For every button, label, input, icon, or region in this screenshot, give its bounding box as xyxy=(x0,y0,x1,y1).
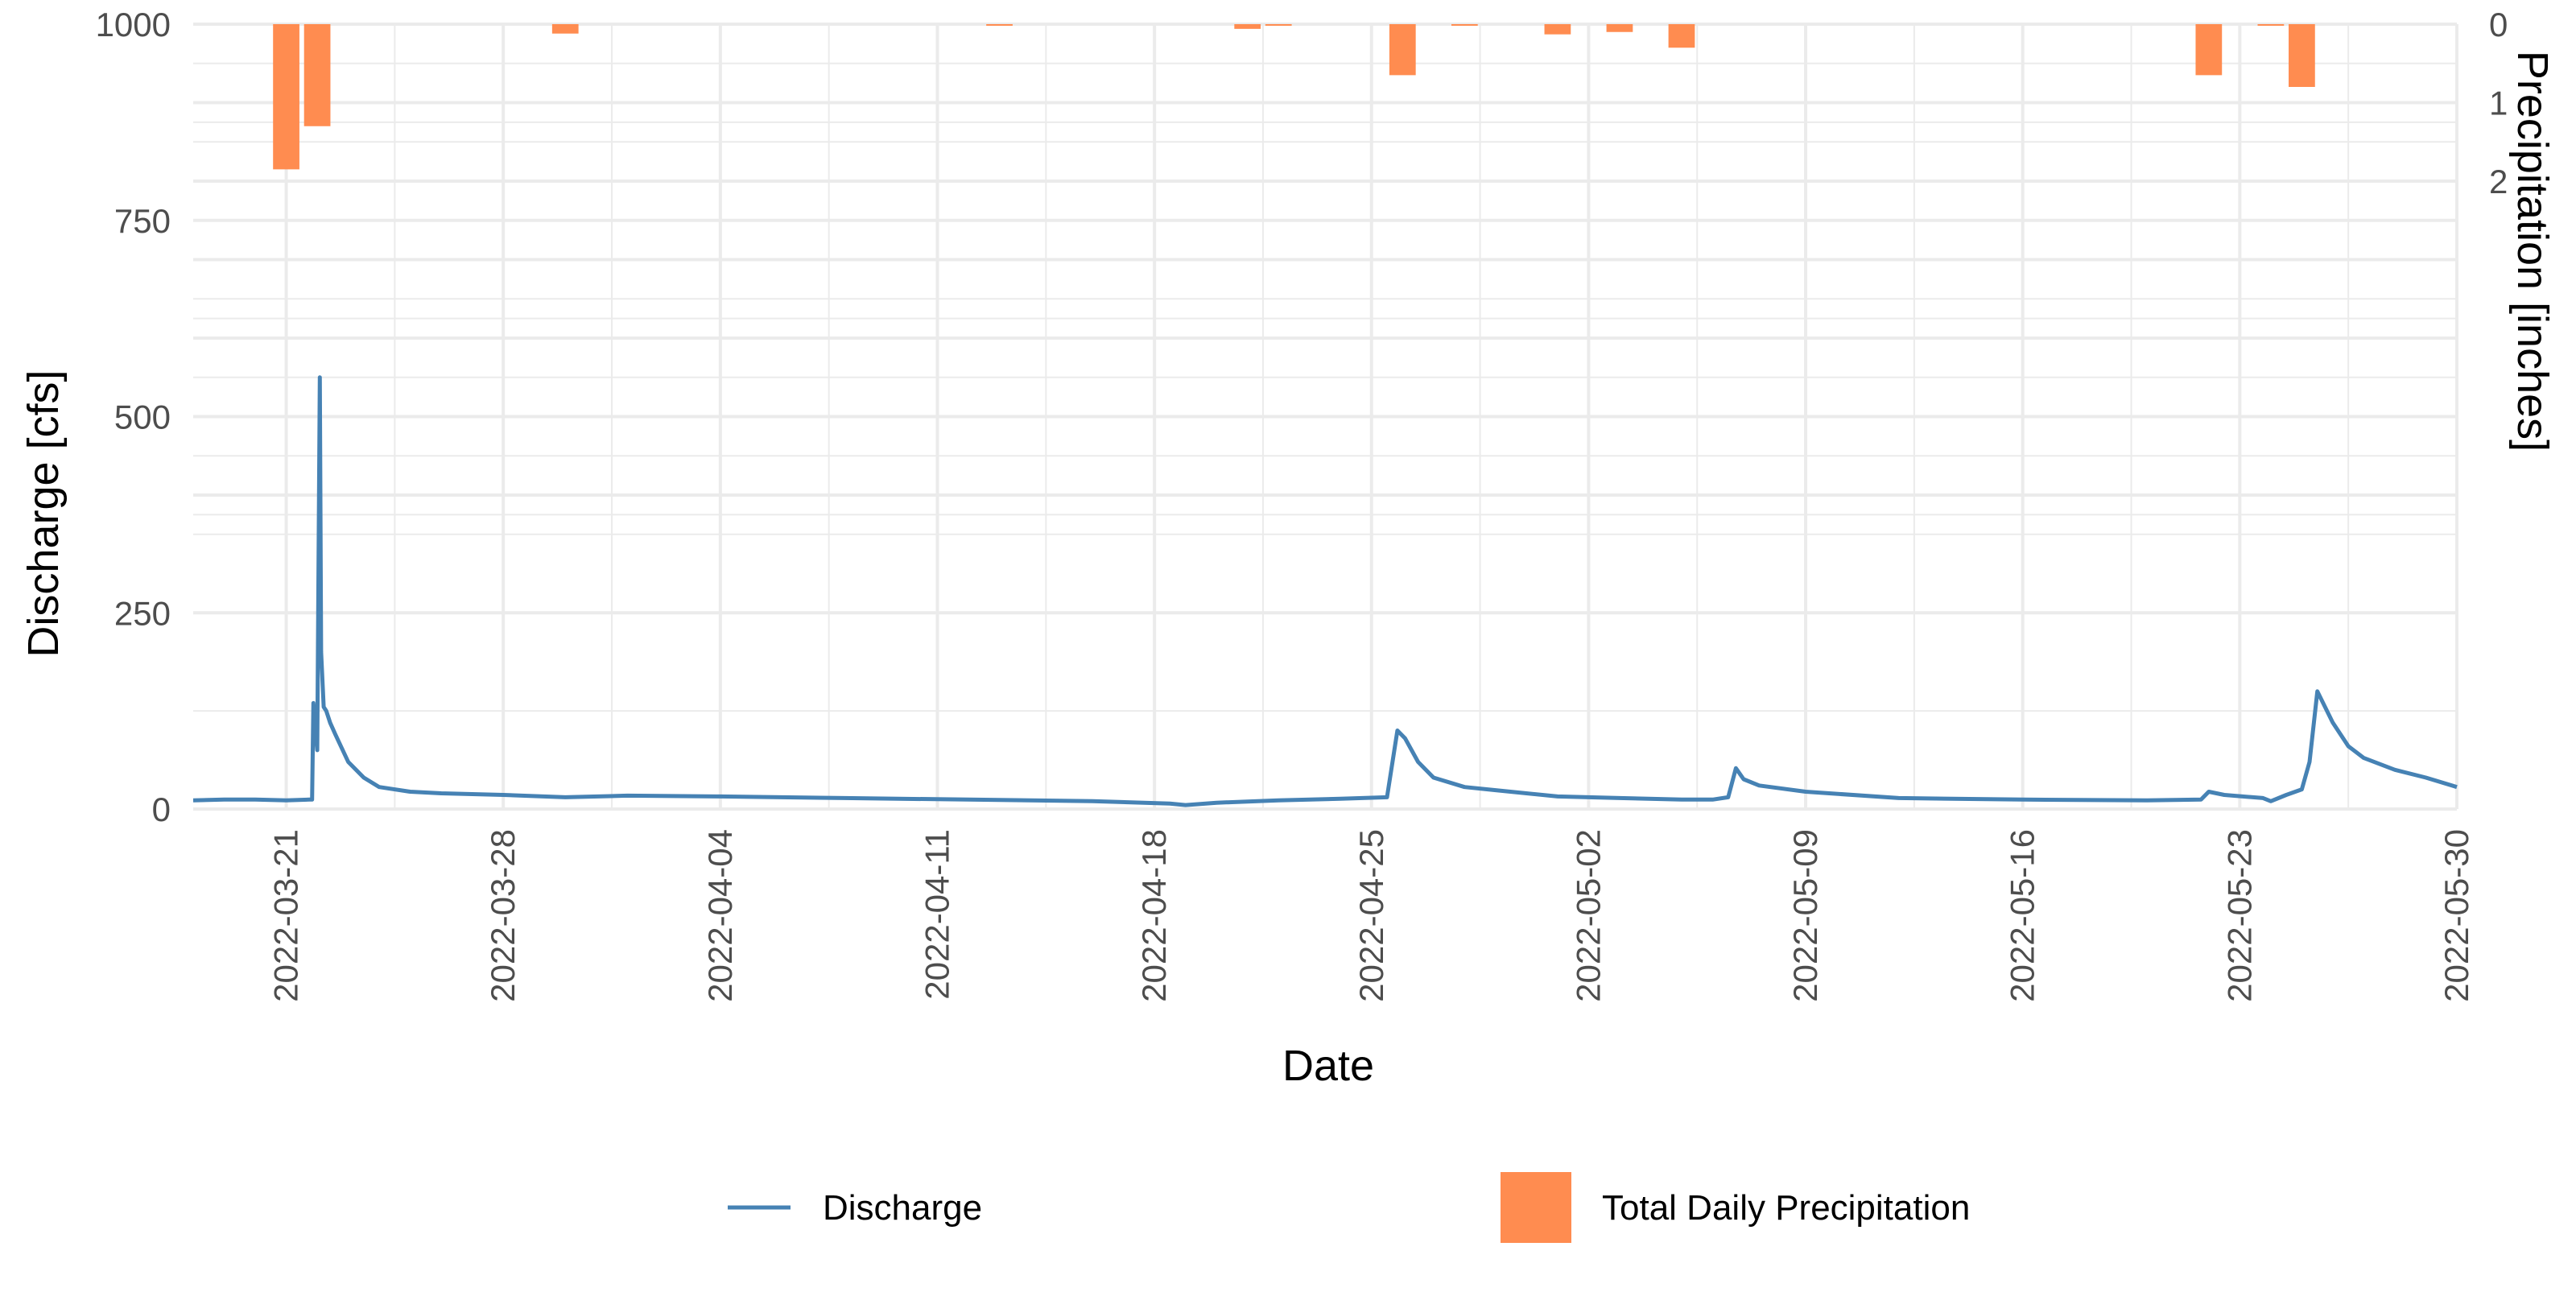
precipitation-bar xyxy=(1544,24,1571,35)
precipitation-bar xyxy=(1606,24,1633,32)
precipitation-bars xyxy=(273,24,2315,170)
discharge-line xyxy=(192,375,2458,807)
y-tick-label: 750 xyxy=(114,202,171,240)
legend-key-precipitation xyxy=(1501,1172,1571,1243)
x-axis-label: Date xyxy=(1282,1042,1374,1090)
x-tick-label: 2022-04-25 xyxy=(1352,829,1390,1002)
x-tick-label: 2022-03-21 xyxy=(267,829,305,1002)
legend-label-discharge: Discharge xyxy=(823,1188,982,1228)
x-tick-label: 2022-05-09 xyxy=(1786,829,1824,1002)
x-tick-label: 2022-04-04 xyxy=(701,829,739,1002)
precipitation-bar xyxy=(2257,24,2285,26)
y2-tick-label: 1 xyxy=(2489,85,2508,122)
legend: Discharge Total Daily Precipitation xyxy=(728,1172,1970,1243)
precipitation-bar xyxy=(986,24,1013,26)
precipitation-bar xyxy=(1234,24,1261,29)
grid-major xyxy=(193,23,2458,811)
precipitation-bar xyxy=(273,24,299,170)
x-tick-label: 2022-03-28 xyxy=(484,829,522,1002)
y-tick-label: 1000 xyxy=(96,6,171,43)
y-tick-label: 500 xyxy=(114,398,171,436)
y2-tick-label: 0 xyxy=(2489,6,2508,43)
legend-label-precipitation: Total Daily Precipitation xyxy=(1602,1188,1970,1228)
discharge-line-group xyxy=(192,375,2458,807)
precipitation-bar xyxy=(1265,24,1292,26)
precipitation-bar xyxy=(303,24,331,126)
y2-tick-labels: 0 1 2 xyxy=(2489,6,2508,200)
x-tick-label: 2022-05-30 xyxy=(2438,829,2475,1002)
y-tick-label: 250 xyxy=(114,594,171,632)
precipitation-bar xyxy=(2195,24,2223,76)
precipitation-bar xyxy=(551,24,579,34)
x-tick-label: 2022-05-23 xyxy=(2220,829,2258,1002)
precipitation-bar xyxy=(1668,24,1695,48)
x-tick-label: 2022-05-02 xyxy=(1569,829,1607,1002)
x-tick-label: 2022-05-16 xyxy=(2004,829,2041,1002)
x-tick-label: 2022-04-18 xyxy=(1135,829,1173,1002)
x-tick-labels: 2022-03-21 2022-03-28 2022-04-04 2022-04-11… xyxy=(267,829,2475,1002)
y-tick-label: 0 xyxy=(152,790,171,828)
y2-axis-label: Precipitation [inches] xyxy=(2508,51,2557,452)
y-tick-labels: 0 250 500 750 1000 xyxy=(96,6,171,828)
y-axis-label: Discharge [cfs] xyxy=(19,369,68,657)
y2-tick-label: 2 xyxy=(2489,163,2508,200)
precipitation-bar xyxy=(2289,24,2315,87)
precipitation-bar xyxy=(1451,24,1478,26)
x-tick-label: 2022-04-11 xyxy=(918,829,956,1000)
precipitation-bar xyxy=(1389,24,1416,76)
